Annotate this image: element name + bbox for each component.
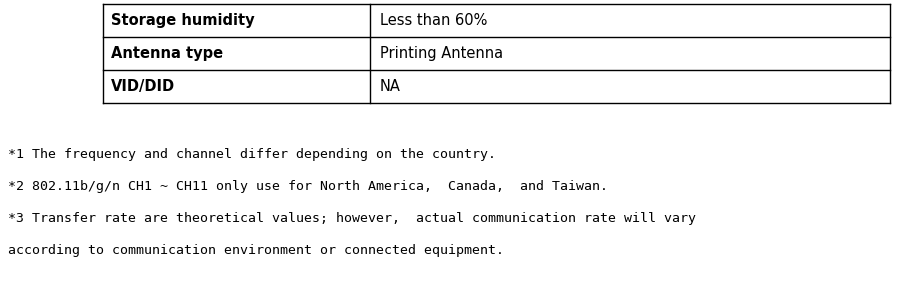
Text: Storage humidity: Storage humidity bbox=[111, 13, 255, 28]
Text: *1 The frequency and channel differ depending on the country.: *1 The frequency and channel differ depe… bbox=[8, 148, 496, 161]
Text: *3 Transfer rate are theoretical values; however,  actual communication rate wil: *3 Transfer rate are theoretical values;… bbox=[8, 212, 696, 225]
Text: *2 802.11b/g/n CH1 ~ CH11 only use for North America,  Canada,  and Taiwan.: *2 802.11b/g/n CH1 ~ CH11 only use for N… bbox=[8, 180, 608, 193]
Text: Printing Antenna: Printing Antenna bbox=[380, 46, 503, 61]
Text: Less than 60%: Less than 60% bbox=[380, 13, 487, 28]
Text: VID/DID: VID/DID bbox=[111, 79, 175, 94]
Text: NA: NA bbox=[380, 79, 401, 94]
Text: Antenna type: Antenna type bbox=[111, 46, 223, 61]
Text: according to communication environment or connected equipment.: according to communication environment o… bbox=[8, 244, 504, 257]
